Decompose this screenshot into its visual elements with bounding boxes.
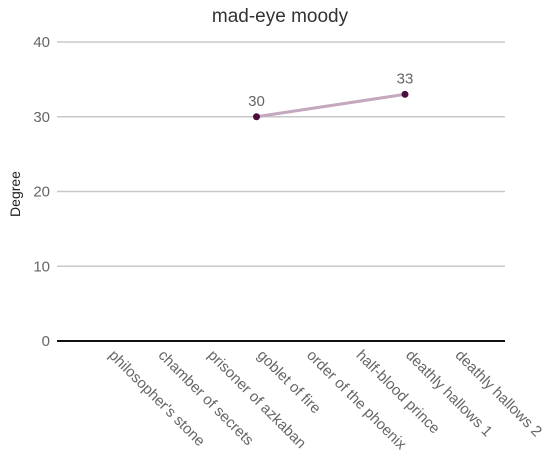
y-tick-label: 10 — [33, 258, 50, 275]
gridlines — [57, 41, 505, 267]
y-tick-label: 0 — [42, 333, 50, 350]
x-tick-label: philosopher's stone — [105, 347, 208, 450]
data-label: 33 — [397, 70, 414, 87]
data-point — [401, 90, 409, 98]
y-tick-label: 20 — [33, 184, 50, 201]
y-tick-label: 40 — [33, 34, 50, 51]
x-tick-label: half-blood prince — [353, 347, 443, 437]
y-tick-label: 30 — [33, 109, 50, 126]
data-label: 30 — [248, 93, 265, 110]
chart-title: mad-eye moody — [212, 6, 349, 27]
x-tick-label: chamber of secrets — [155, 347, 257, 449]
y-axis-label: Degree — [7, 171, 23, 217]
x-tick-label: deathly hallows 2 — [452, 347, 545, 440]
data-point — [253, 113, 260, 121]
series-mad-eye-moody: 30 33 — [248, 70, 414, 121]
series-line — [255, 92, 407, 119]
y-tick-labels: 0 10 20 30 40 — [33, 34, 50, 350]
x-tick-label: deathly hallows 1 — [402, 347, 495, 440]
